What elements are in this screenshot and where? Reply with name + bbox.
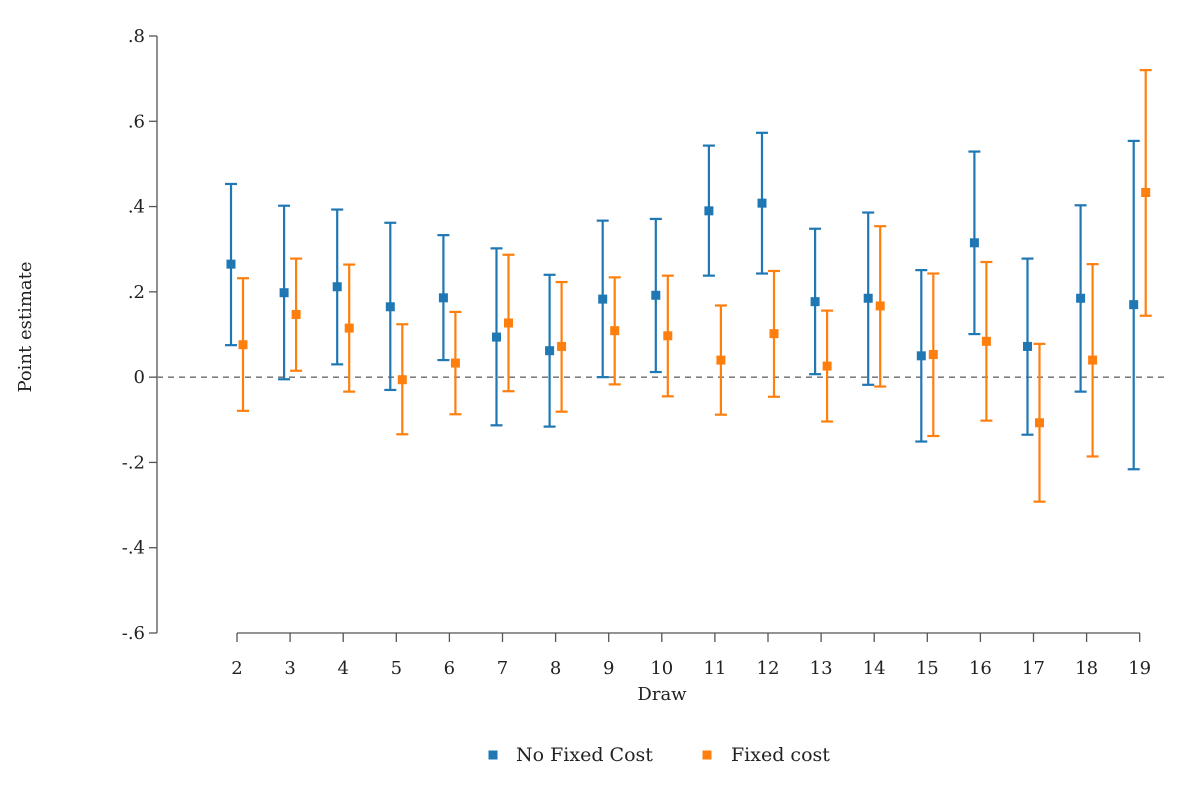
- x-tick-label: 3: [284, 658, 295, 679]
- x-tick-label: 8: [550, 658, 561, 679]
- x-tick-label: 16: [969, 658, 992, 679]
- point-estimate-marker: [704, 206, 714, 216]
- x-tick-label: 14: [863, 658, 886, 679]
- y-tick-label: -.2: [122, 452, 145, 473]
- y-tick-label: 0: [134, 367, 145, 388]
- x-tick-label: 10: [650, 658, 673, 679]
- x-axis: 2 3 4 5 6 7 8 9 10 11 12 13 14 15 16 17 18 19: [231, 632, 1151, 679]
- y-axis: .8 .6 .4 .2 0 -.2 -.4 -.6: [122, 26, 158, 644]
- x-tick-label: 12: [757, 658, 780, 679]
- point-estimate-marker: [822, 361, 832, 371]
- point-estimate-marker: [385, 302, 395, 312]
- point-estimate-marker: [875, 301, 885, 311]
- point-estimate-marker: [757, 198, 767, 208]
- legend-marker: [702, 750, 712, 760]
- point-estimate-marker: [810, 297, 820, 307]
- x-tick-label: 18: [1075, 658, 1098, 679]
- legend-item: Fixed cost: [702, 744, 830, 766]
- point-estimate-marker: [1076, 293, 1086, 303]
- point-estimate-marker: [1141, 187, 1151, 197]
- point-estimate-marker: [291, 309, 301, 319]
- point-estimate-marker: [557, 341, 567, 351]
- point-estimate-marker: [916, 351, 926, 361]
- x-tick-label: 15: [916, 658, 939, 679]
- y-tick-label: .4: [128, 197, 145, 218]
- series-fixed-cost: [237, 69, 1152, 503]
- point-estimate-marker: [238, 340, 248, 350]
- x-tick-label: 13: [810, 658, 833, 679]
- point-estimate-marker: [610, 326, 620, 336]
- x-tick-label: 7: [497, 658, 508, 679]
- point-estimate-marker: [928, 350, 938, 360]
- point-estimate-marker: [769, 329, 779, 339]
- point-estimate-marker: [279, 288, 289, 298]
- series-no-fixed-cost: [225, 131, 1140, 471]
- point-estimate-marker: [1129, 300, 1139, 310]
- series-layer: [225, 69, 1152, 503]
- x-tick-label: 9: [603, 658, 614, 679]
- legend-label: No Fixed Cost: [516, 744, 653, 766]
- point-estimate-marker: [397, 375, 407, 385]
- y-tick-label: -.6: [122, 623, 145, 644]
- point-estimate-marker: [969, 238, 979, 248]
- point-estimate-marker: [651, 290, 661, 300]
- point-estimate-marker: [226, 259, 236, 269]
- x-tick-label: 4: [337, 658, 348, 679]
- x-tick-label: 11: [703, 658, 726, 679]
- y-tick-label: .8: [128, 26, 145, 47]
- point-estimate-marker: [1023, 341, 1032, 351]
- legend-item: No Fixed Cost: [488, 744, 653, 766]
- point-estimate-marker: [438, 293, 448, 303]
- y-tick-label: .2: [128, 282, 145, 303]
- point-estimate-marker: [450, 358, 460, 368]
- x-tick-label: 19: [1128, 658, 1151, 679]
- x-tick-label: 5: [391, 658, 402, 679]
- point-estimate-marker: [545, 346, 555, 356]
- point-estimate-marker: [716, 355, 726, 365]
- point-estimate-marker: [344, 323, 354, 333]
- point-estimate-marker: [863, 293, 873, 303]
- y-tick-label: .6: [128, 111, 145, 132]
- x-axis-title: Draw: [637, 684, 687, 705]
- x-tick-label: 6: [444, 658, 455, 679]
- point-estimate-marker: [492, 332, 501, 342]
- x-tick-label: 17: [1022, 658, 1045, 679]
- legend: No Fixed Cost Fixed cost: [488, 744, 830, 766]
- legend-marker: [488, 750, 498, 760]
- point-estimate-marker: [1088, 355, 1098, 365]
- point-estimate-marker: [332, 282, 342, 292]
- legend-label: Fixed cost: [731, 744, 830, 766]
- point-estimate-marker: [504, 318, 513, 328]
- point-estimate-marker: [663, 331, 673, 341]
- y-tick-label: -.4: [122, 538, 145, 559]
- y-axis-title: Point estimate: [15, 261, 36, 392]
- x-tick-label: 2: [231, 658, 242, 679]
- point-estimate-marker: [598, 294, 608, 304]
- point-estimate-marker: [981, 336, 991, 346]
- point-estimate-marker: [1035, 418, 1044, 428]
